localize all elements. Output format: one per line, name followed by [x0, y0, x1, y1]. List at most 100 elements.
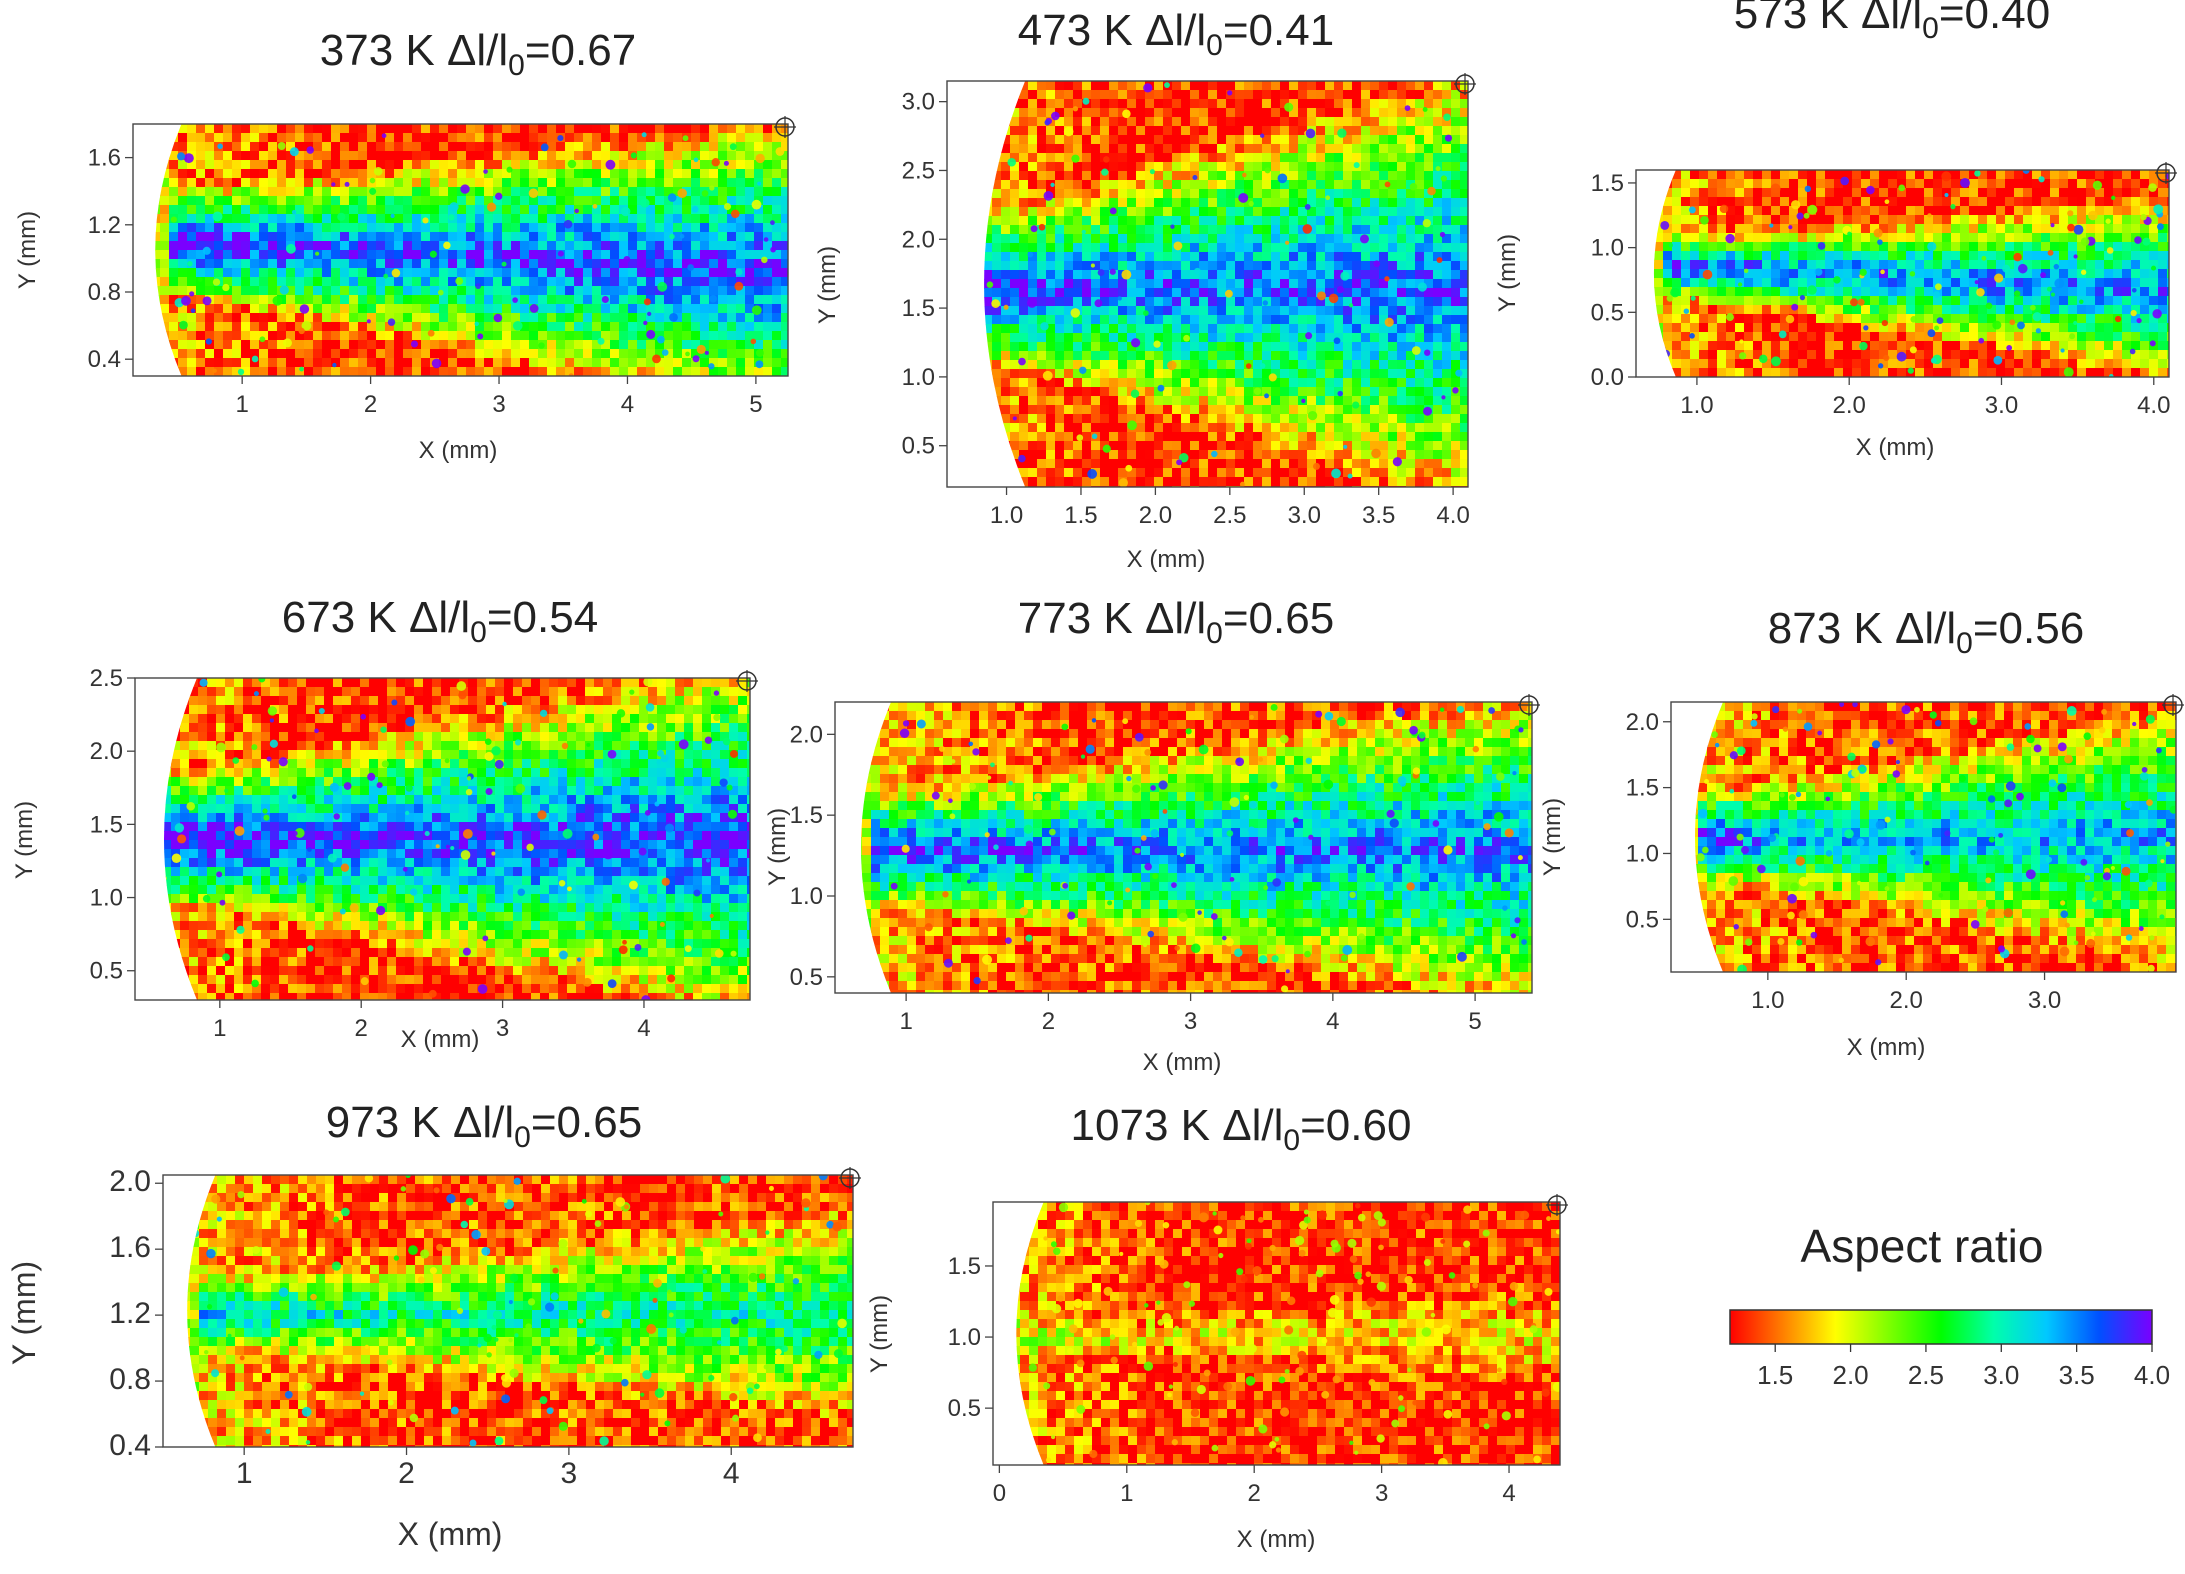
reference-marker-icon — [2162, 694, 2184, 716]
y-tick-label: 2.0 — [109, 1165, 151, 1198]
x-tick-label: 1.0 — [990, 502, 1023, 529]
y-tick-label: 1.0 — [1626, 840, 1659, 867]
strain-label: Δl/l — [447, 26, 508, 75]
x-tick-label: 1 — [1120, 1480, 1133, 1507]
y-tick-label: 1.6 — [109, 1231, 151, 1264]
y-tick-label: 0.5 — [90, 958, 123, 985]
strain-value: =0.60 — [1300, 1101, 1411, 1150]
y-tick-label: 1.5 — [90, 811, 123, 838]
x-tick-label: 2.5 — [1213, 502, 1246, 529]
colorbar-tick-label: 3.5 — [2059, 1360, 2095, 1390]
x-tick-label: 3 — [496, 1015, 509, 1042]
strain-subscript: 0 — [1206, 29, 1223, 62]
heatmap-field — [984, 81, 1468, 487]
heatmap-field — [187, 1175, 853, 1447]
panel-3: 1.0 2.0 3.0 4.0 0.0 0.5 1.0 1.5 X (mm) Y (mm) 573 … — [1494, 0, 2177, 461]
strain-subscript: 0 — [1922, 12, 1939, 45]
y-tick-label: 1.0 — [902, 364, 935, 391]
panel-title: 973 K Δl/l0=0.65 — [326, 1098, 642, 1154]
x-ticks: 1 2 3 4 — [213, 1000, 651, 1042]
colorbar-gradient — [1729, 1309, 2153, 1345]
y-ticks: 0.4 0.8 1.2 1.6 2.0 — [109, 1165, 163, 1462]
x-tick-label: 3 — [1375, 1480, 1388, 1507]
colorbar-tick-label: 3.0 — [1983, 1360, 2019, 1390]
strain-subscript: 0 — [470, 616, 487, 649]
y-tick-label: 1.5 — [790, 802, 823, 829]
heatmap-field — [155, 124, 788, 376]
y-tick-label: 0.5 — [948, 1395, 981, 1422]
y-ticks: 0.5 1.0 1.5 2.0 — [790, 721, 835, 991]
colorbar-ticks: 1.5 2.0 2.5 3.0 3.5 4.0 — [1757, 1344, 2170, 1390]
x-tick-label: 4 — [621, 391, 634, 418]
y-tick-label: 0.8 — [109, 1363, 151, 1396]
strain-subscript: 0 — [508, 49, 525, 82]
x-axis-label: X (mm) — [1847, 1034, 1926, 1061]
y-tick-label: 1.5 — [902, 295, 935, 322]
x-tick-label: 3 — [492, 391, 505, 418]
x-ticks: 0 1 2 3 4 — [993, 1465, 1516, 1507]
strain-value: =0.67 — [525, 26, 636, 75]
plot-frame — [946, 80, 1469, 488]
strain-value: =0.54 — [487, 593, 598, 642]
temperature-label: 873 K — [1768, 604, 1895, 653]
x-tick-label: 3.0 — [1985, 392, 2018, 419]
x-tick-label: 4.0 — [1436, 502, 1469, 529]
strain-value: =0.65 — [1223, 594, 1334, 643]
x-tick-label: 1 — [899, 1008, 912, 1035]
strain-label: Δl/l — [1222, 1101, 1283, 1150]
x-tick-label: 1 — [236, 1457, 253, 1490]
x-axis-label: X (mm) — [1127, 546, 1206, 573]
y-axis-label: Y (mm) — [6, 1261, 42, 1365]
y-ticks: 0.5 1.0 1.5 2.0 — [1626, 709, 1671, 933]
x-tick-label: 2.0 — [1139, 502, 1172, 529]
panel-5: 1 2 3 4 50.51.01.52.0X (mm)Y (mm)773 K Δl/l0… — [764, 594, 1540, 1076]
y-tick-label: 0.4 — [109, 1429, 151, 1462]
x-tick-label: 2 — [1248, 1480, 1261, 1507]
x-tick-label: 4 — [1326, 1008, 1339, 1035]
temperature-label: 373 K — [320, 26, 447, 75]
y-tick-label: 2.0 — [90, 738, 123, 765]
y-tick-label: 2.0 — [790, 721, 823, 748]
y-axis-label: Y (mm) — [14, 211, 41, 289]
x-tick-label: 3.0 — [2028, 987, 2061, 1014]
x-ticks: 1 2 3 4 — [236, 1447, 740, 1490]
temperature-label: 773 K — [1018, 594, 1145, 643]
x-tick-label: 2 — [364, 391, 377, 418]
x-ticks: 1.0 2.0 3.0 — [1751, 972, 2061, 1014]
strain-value: =0.65 — [531, 1098, 642, 1147]
x-tick-label: 4.0 — [2137, 392, 2170, 419]
panel-4: 1 2 3 4 0.5 1.0 1.5 2.0 2.5 X (mm) Y (mm) 673 K Δl/… — [11, 593, 758, 1053]
panel-title: 773 K Δl/l0=0.65 — [1018, 594, 1334, 650]
x-axis-label: X (mm) — [419, 437, 498, 464]
strain-label: Δl/l — [1861, 0, 1922, 38]
y-tick-label: 0.0 — [1591, 364, 1624, 391]
x-ticks: 1 2 3 4 5 — [235, 376, 763, 418]
reference-marker-icon — [839, 1167, 861, 1189]
y-tick-label: 0.5 — [902, 433, 935, 460]
panel-title: 373 K Δl/l0=0.67 — [320, 26, 636, 82]
x-tick-label: 3.5 — [1362, 502, 1395, 529]
y-tick-label: 0.5 — [1591, 299, 1624, 326]
strain-value: =0.40 — [1939, 0, 2050, 38]
heatmap-field — [163, 678, 750, 1000]
y-tick-label: 3.0 — [902, 89, 935, 116]
x-tick-label: 1 — [235, 391, 248, 418]
x-tick-label: 4 — [723, 1457, 740, 1490]
strain-label: Δl/l — [1895, 604, 1956, 653]
strain-subscript: 0 — [1283, 1124, 1300, 1157]
panel-title: 1073 K Δl/l0=0.60 — [1071, 1101, 1412, 1157]
reference-marker-icon — [1546, 1194, 1568, 1216]
x-axis-label: X (mm) — [1856, 434, 1935, 461]
x-tick-label: 4 — [637, 1015, 650, 1042]
panel-8: 0 1 2 3 40.51.01.5X (mm)Y (mm)1073 K Δl/l0=0… — [866, 1101, 1568, 1553]
x-tick-label: 3.0 — [1288, 502, 1321, 529]
panel-2: 1.0 1.5 2.0 2.5 3.0 3.5 4.0 0.5 1.0 1.5 2.0 2.5 3.0 X… — [814, 6, 1476, 573]
strain-label: Δl/l — [1145, 6, 1206, 55]
panel-title: 573 K Δl/l0=0.40 — [1734, 0, 2050, 45]
panels: 1 2 3 4 50.40.81.21.6X (mm)Y (mm)373 K Δl/l0… — [6, 0, 2184, 1553]
y-tick-label: 1.0 — [948, 1324, 981, 1351]
x-tick-label: 2.0 — [1833, 392, 1866, 419]
temperature-label: 673 K — [282, 593, 409, 642]
x-tick-label: 5 — [749, 391, 762, 418]
